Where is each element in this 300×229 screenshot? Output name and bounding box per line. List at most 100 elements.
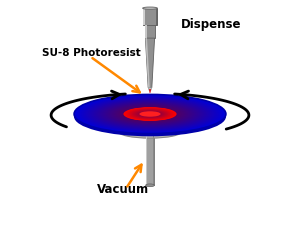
- Polygon shape: [142, 9, 158, 26]
- Ellipse shape: [118, 106, 182, 123]
- Polygon shape: [146, 132, 154, 185]
- Ellipse shape: [113, 105, 187, 124]
- Ellipse shape: [117, 106, 183, 123]
- Ellipse shape: [140, 112, 160, 117]
- Ellipse shape: [98, 101, 202, 128]
- Ellipse shape: [122, 107, 178, 122]
- Ellipse shape: [102, 102, 198, 127]
- Ellipse shape: [146, 114, 154, 115]
- Ellipse shape: [138, 111, 162, 118]
- Ellipse shape: [90, 99, 210, 130]
- Ellipse shape: [143, 113, 157, 116]
- Ellipse shape: [79, 96, 221, 133]
- Polygon shape: [148, 88, 152, 92]
- Text: SU-8 Photoresist: SU-8 Photoresist: [42, 48, 141, 58]
- Ellipse shape: [100, 102, 200, 127]
- Ellipse shape: [135, 111, 165, 118]
- Polygon shape: [146, 26, 154, 39]
- Ellipse shape: [134, 110, 166, 119]
- Ellipse shape: [115, 106, 185, 123]
- Ellipse shape: [112, 105, 188, 124]
- Ellipse shape: [142, 8, 158, 10]
- Ellipse shape: [110, 104, 190, 125]
- Polygon shape: [146, 39, 154, 88]
- Ellipse shape: [104, 103, 196, 126]
- Polygon shape: [149, 90, 151, 93]
- Ellipse shape: [82, 97, 218, 132]
- Ellipse shape: [76, 95, 224, 134]
- Ellipse shape: [147, 114, 153, 115]
- Ellipse shape: [140, 112, 160, 117]
- Ellipse shape: [111, 104, 189, 125]
- Ellipse shape: [128, 109, 172, 120]
- Ellipse shape: [77, 96, 223, 133]
- Ellipse shape: [132, 110, 168, 119]
- Ellipse shape: [127, 128, 159, 134]
- Ellipse shape: [84, 98, 216, 131]
- Ellipse shape: [74, 98, 226, 137]
- Ellipse shape: [81, 97, 219, 132]
- Ellipse shape: [142, 112, 158, 117]
- Ellipse shape: [93, 100, 207, 129]
- Ellipse shape: [137, 111, 163, 118]
- Ellipse shape: [95, 100, 205, 129]
- Ellipse shape: [114, 105, 186, 124]
- Polygon shape: [74, 114, 226, 117]
- Ellipse shape: [145, 113, 155, 116]
- Ellipse shape: [75, 95, 225, 134]
- Ellipse shape: [92, 100, 208, 129]
- Ellipse shape: [89, 99, 211, 130]
- Ellipse shape: [101, 102, 199, 127]
- Polygon shape: [156, 9, 158, 26]
- Ellipse shape: [140, 112, 160, 117]
- Ellipse shape: [97, 101, 203, 128]
- Ellipse shape: [96, 101, 204, 128]
- Ellipse shape: [136, 111, 164, 118]
- Ellipse shape: [130, 109, 170, 120]
- Ellipse shape: [121, 107, 179, 122]
- Ellipse shape: [129, 109, 171, 120]
- Ellipse shape: [123, 108, 177, 121]
- Ellipse shape: [120, 107, 180, 122]
- Ellipse shape: [118, 125, 182, 139]
- Ellipse shape: [99, 101, 201, 128]
- Ellipse shape: [80, 96, 220, 133]
- Ellipse shape: [126, 108, 174, 121]
- Ellipse shape: [91, 99, 209, 130]
- Ellipse shape: [131, 110, 169, 119]
- Ellipse shape: [107, 104, 193, 125]
- Polygon shape: [142, 9, 145, 26]
- Ellipse shape: [122, 107, 178, 122]
- Polygon shape: [146, 132, 148, 185]
- Ellipse shape: [127, 109, 173, 120]
- Ellipse shape: [144, 113, 156, 116]
- Ellipse shape: [74, 95, 226, 134]
- Ellipse shape: [148, 114, 152, 115]
- Ellipse shape: [125, 108, 175, 121]
- Ellipse shape: [78, 96, 222, 133]
- Ellipse shape: [139, 112, 161, 117]
- Ellipse shape: [142, 113, 158, 117]
- Ellipse shape: [94, 100, 206, 129]
- Ellipse shape: [108, 104, 192, 125]
- Ellipse shape: [88, 99, 212, 130]
- Text: Vacuum: Vacuum: [97, 183, 149, 195]
- Ellipse shape: [149, 114, 151, 115]
- Ellipse shape: [87, 98, 213, 131]
- Polygon shape: [153, 132, 154, 185]
- Ellipse shape: [103, 103, 196, 126]
- Ellipse shape: [85, 98, 214, 131]
- Ellipse shape: [86, 98, 214, 131]
- Ellipse shape: [124, 108, 176, 121]
- Ellipse shape: [105, 103, 195, 126]
- Polygon shape: [146, 39, 150, 88]
- Ellipse shape: [133, 110, 167, 119]
- Ellipse shape: [85, 98, 215, 131]
- Ellipse shape: [109, 104, 191, 125]
- Ellipse shape: [146, 184, 154, 187]
- Text: Dispense: Dispense: [181, 18, 242, 30]
- Ellipse shape: [82, 97, 218, 132]
- Ellipse shape: [103, 102, 197, 127]
- Ellipse shape: [106, 103, 194, 126]
- Ellipse shape: [116, 106, 184, 123]
